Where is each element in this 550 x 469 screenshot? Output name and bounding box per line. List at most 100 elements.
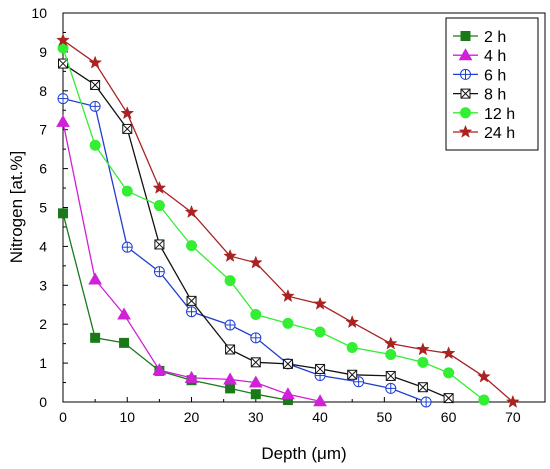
marker-x2 [385, 371, 396, 381]
marker-x2 [283, 359, 293, 369]
data-point-12h [224, 275, 236, 287]
marker-shape [248, 375, 263, 388]
legend-label: 12 h [484, 106, 515, 123]
marker-shape [90, 332, 101, 343]
marker-shape [88, 55, 102, 69]
marker-shape [458, 48, 473, 61]
data-point-6h [89, 100, 101, 112]
data-point-8h [154, 239, 165, 250]
legend-item-2h: 2 h [453, 29, 506, 46]
data-point-8h [385, 370, 396, 381]
legend-item-24h: 24 h [453, 124, 515, 142]
legend-label: 8 h [484, 87, 506, 104]
marker-shape [56, 33, 70, 47]
marker-shape [153, 200, 165, 212]
data-point-8h [315, 363, 326, 374]
marker-shape [250, 389, 261, 400]
data-point-6h [121, 241, 133, 253]
marker-shape [89, 139, 101, 151]
data-point-24h [477, 369, 491, 383]
data-point-24h [184, 204, 199, 219]
data-point-4h [152, 363, 167, 376]
legend-label: 4 h [484, 48, 506, 65]
y-tick-label: 7 [39, 122, 47, 138]
marker-shape [443, 367, 455, 379]
data-point-12h [385, 349, 397, 361]
x-tick-label: 10 [119, 409, 135, 425]
marker-shape [250, 308, 262, 320]
marker-shape [477, 369, 491, 383]
data-point-2h [250, 389, 261, 400]
data-point-4h [281, 387, 295, 400]
data-point-12h [186, 240, 198, 252]
marker-shape [152, 363, 167, 376]
data-point-4h [248, 375, 263, 388]
series-6h [57, 93, 432, 408]
marker-shape [184, 370, 199, 383]
data-point-8h [417, 382, 428, 393]
legend-label: 2 h [484, 29, 506, 46]
data-point-8h [186, 295, 197, 306]
data-point-6h [420, 396, 432, 408]
marker-shape [346, 342, 358, 354]
marker-shape [117, 307, 131, 320]
marker-shape [225, 383, 236, 394]
data-point-24h [120, 106, 135, 120]
legend-item-12h: 12 h [453, 106, 515, 123]
legend-marker [460, 31, 471, 41]
x-tick-label: 50 [377, 409, 393, 425]
marker-shape [58, 208, 68, 219]
marker-shape [460, 107, 471, 119]
marker-shape [458, 124, 473, 138]
data-point-4h [223, 372, 237, 385]
data-point-6h [57, 93, 69, 105]
data-point-12h [478, 394, 490, 406]
marker-shape [460, 31, 471, 41]
marker-shape [313, 296, 327, 310]
marker-shape [223, 372, 237, 385]
marker-shape [224, 275, 236, 287]
marker-shape [417, 356, 429, 368]
data-point-4h [56, 114, 70, 127]
marker-x2 [154, 239, 165, 250]
marker-shape [313, 394, 327, 407]
data-point-24h [152, 180, 167, 194]
marker-shape [119, 337, 130, 348]
data-point-12h [314, 326, 326, 338]
legend-item-6h: 6 h [453, 67, 506, 84]
series-12h [57, 42, 490, 406]
data-point-8h [225, 344, 236, 355]
y-tick-label: 5 [39, 200, 47, 216]
x-axis-label: Depth (μm) [261, 444, 346, 463]
legend-label: 6 h [484, 67, 506, 84]
data-point-4h [184, 370, 199, 383]
y-tick-label: 3 [39, 277, 47, 293]
y-axis-label: Nitrogen [at.%] [7, 151, 26, 263]
marker-shape [383, 336, 398, 350]
data-point-4h [313, 394, 327, 407]
x-tick-label: 60 [441, 409, 457, 425]
data-point-24h [281, 288, 295, 303]
data-point-12h [417, 356, 429, 368]
marker-shape [281, 288, 295, 303]
marker-shape [56, 114, 70, 127]
y-tick-label: 0 [39, 394, 47, 410]
data-point-6h [153, 266, 165, 278]
data-point-12h [121, 185, 133, 197]
marker-shape [152, 180, 167, 194]
series-line-2h [62, 213, 289, 401]
data-point-24h [223, 248, 237, 262]
y-tick-label: 2 [39, 316, 47, 332]
data-point-6h [224, 319, 236, 331]
data-point-4h [88, 272, 102, 285]
marker-shape [88, 272, 102, 285]
data-point-24h [441, 346, 456, 360]
marker-shape [345, 315, 360, 329]
series-24h [56, 33, 520, 408]
series-line-12h [62, 47, 485, 401]
marker-x2 [315, 364, 325, 374]
x-tick-label: 20 [184, 409, 200, 425]
x-tick-label: 0 [59, 409, 67, 425]
data-point-24h [383, 336, 398, 350]
series-8h [58, 58, 454, 404]
